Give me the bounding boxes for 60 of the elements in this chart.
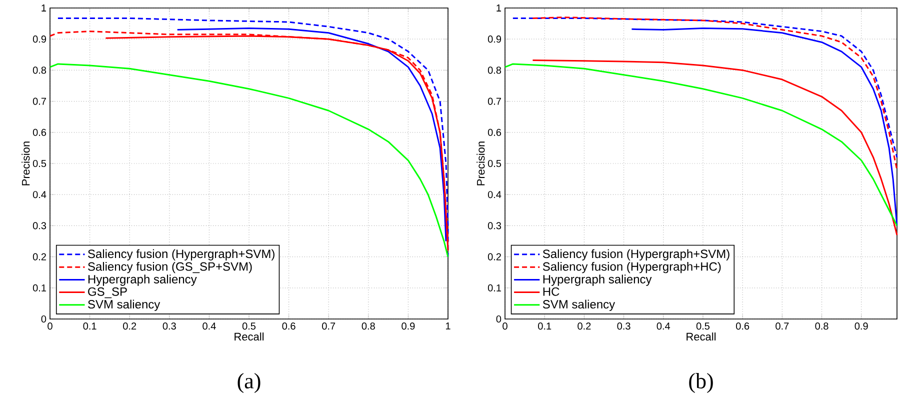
x-tick-label: 0.5 xyxy=(242,322,256,330)
x-tick-label: 0 xyxy=(48,322,52,330)
y-tick-label: 0.4 xyxy=(488,191,502,198)
y-tick-label: 0.9 xyxy=(488,36,502,43)
x-tick-label: 0.7 xyxy=(776,322,789,330)
line-series xyxy=(630,27,898,226)
y-tick-label: 0.8 xyxy=(488,66,502,74)
y-tick-label: 0.1 xyxy=(488,284,501,292)
legend-label: Saliency fusion (GS_SP+SVM) xyxy=(88,262,252,274)
text: (a) xyxy=(238,373,260,393)
x-tick-label: 0.3 xyxy=(617,322,630,330)
x-tick-label: 0.1 xyxy=(83,322,96,330)
y-tick-label: 0.7 xyxy=(32,98,46,105)
x-tick-label: 0.3 xyxy=(162,322,176,330)
y-tick-label: 1 xyxy=(496,4,501,12)
text: (b) xyxy=(689,373,713,393)
x-tick-label: 0.4 xyxy=(202,322,216,330)
x-tick-label: 0.2 xyxy=(123,322,136,330)
y-tick-label: 0.1 xyxy=(32,284,46,292)
y-axis-title: Precision xyxy=(22,142,30,186)
x-tick-label: 0.2 xyxy=(578,322,591,330)
legend-label: Saliency fusion (Hypergraph+SVM) xyxy=(88,249,274,260)
x-tick-label: 1 xyxy=(446,322,450,330)
x-tick-label: 0.1 xyxy=(538,322,552,330)
x-tick-label: 0.5 xyxy=(696,322,710,330)
legend-label: SVM saliency xyxy=(88,300,160,311)
y-tick-label: 0.2 xyxy=(488,253,501,260)
y-tick-label: 0.3 xyxy=(488,222,502,230)
x-tick-label: 0.9 xyxy=(854,322,868,330)
x-tick-label: 0 xyxy=(502,322,508,330)
y-tick-label: 0.8 xyxy=(32,66,46,74)
y-tick-label: 0.6 xyxy=(488,128,502,136)
x-tick-label: 0.8 xyxy=(362,322,375,330)
y-tick-label: 0 xyxy=(41,315,46,323)
legend-label: Hypergraph saliency xyxy=(88,274,197,286)
legend-label: Saliency fusion (Hypergraph+HC) xyxy=(542,262,721,274)
x-axis-title: Recall xyxy=(234,332,264,341)
legend-label: Hypergraph saliency xyxy=(543,274,652,286)
y-tick-label: 0.5 xyxy=(32,160,46,168)
y-tick-label: 1 xyxy=(42,4,46,12)
x-tick-label: 0.7 xyxy=(322,322,336,330)
y-tick-label: 0.5 xyxy=(488,160,502,168)
y-axis-title: Precision xyxy=(476,142,485,186)
y-tick-label: 0 xyxy=(496,315,502,323)
x-axis-title: Recall xyxy=(686,332,716,341)
y-tick-label: 0.3 xyxy=(32,222,46,230)
x-tick-label: 0.8 xyxy=(815,322,828,330)
x-tick-label: 0.6 xyxy=(282,322,296,330)
legend-label: HC xyxy=(543,287,560,296)
y-tick-label: 0.7 xyxy=(488,98,501,105)
x-tick-label: 0.9 xyxy=(402,322,415,330)
y-tick-label: 0.2 xyxy=(32,253,46,260)
x-tick-label: 0.4 xyxy=(656,322,670,330)
legend-label: GS_SP xyxy=(88,287,127,298)
y-tick-label: 0.9 xyxy=(32,36,46,43)
x-tick-label: 0.6 xyxy=(736,322,750,330)
legend-label: Saliency fusion (Hypergraph+SVM) xyxy=(542,249,730,260)
legend-label: SVM saliency xyxy=(542,300,616,311)
y-tick-label: 0.6 xyxy=(32,128,46,136)
y-tick-label: 0.4 xyxy=(32,191,46,198)
